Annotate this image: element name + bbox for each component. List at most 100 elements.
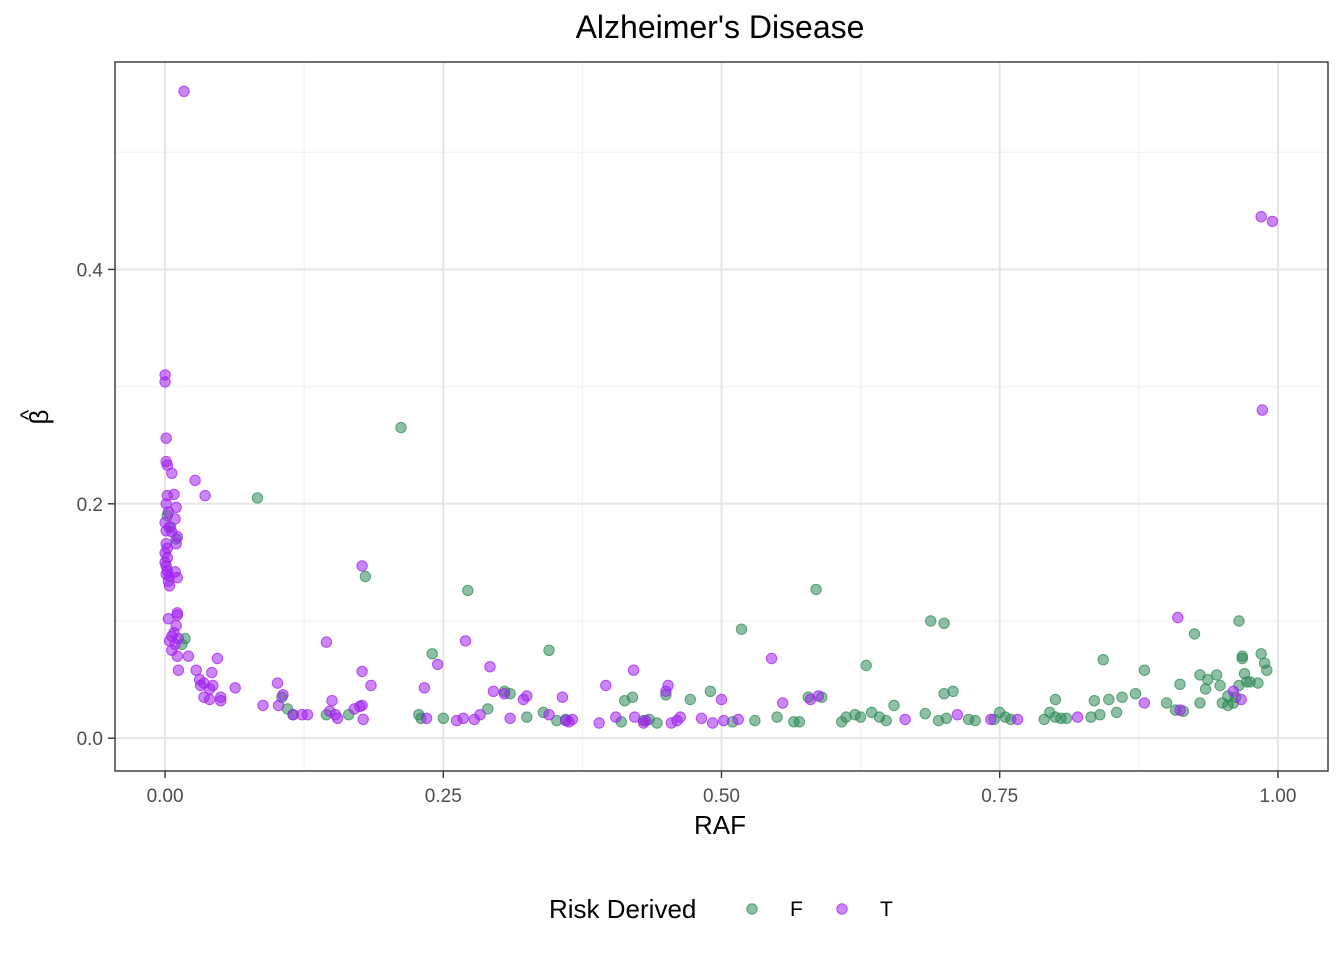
data-point (566, 713, 579, 726)
data-point (1202, 673, 1214, 686)
data-point (168, 488, 180, 501)
data-point (627, 664, 640, 676)
data-point (331, 712, 344, 724)
data-point (301, 709, 314, 721)
data-point (706, 717, 719, 729)
data-point (593, 717, 605, 729)
data-points (159, 85, 1279, 729)
data-point (1138, 697, 1151, 709)
data-point (749, 714, 761, 727)
data-point (947, 685, 959, 697)
data-point (543, 644, 555, 656)
data-point (482, 703, 494, 715)
data-point (432, 658, 444, 671)
y-axis-title-symbol: β (24, 410, 54, 425)
data-point (765, 652, 778, 665)
data-point (1255, 211, 1267, 223)
data-point (356, 665, 368, 678)
data-point (462, 584, 474, 597)
x-axis: 0.00 0.25 0.50 0.75 1.00 (147, 771, 1296, 807)
x-tick-label: 0.25 (425, 786, 462, 807)
data-point (1252, 677, 1264, 689)
legend-label-F: F (790, 898, 803, 921)
data-point (1211, 669, 1223, 681)
data-point (899, 713, 911, 726)
data-point (735, 623, 748, 635)
chart-title: Alzheimer's Disease (576, 9, 865, 45)
data-point (793, 716, 806, 728)
series-T (159, 85, 1279, 729)
data-point (211, 652, 224, 665)
data-point (651, 717, 663, 729)
data-point (395, 421, 407, 434)
x-tick-label: 0.50 (703, 786, 740, 807)
data-point (426, 648, 438, 660)
data-point (160, 432, 172, 444)
data-point (1236, 652, 1249, 665)
data-point (437, 712, 449, 724)
data-point (163, 580, 176, 592)
data-point (498, 688, 511, 700)
data-point (359, 570, 372, 583)
data-point (1199, 683, 1212, 695)
legend-key-T (836, 903, 848, 915)
data-point (951, 709, 964, 721)
data-point (215, 695, 227, 707)
x-tick-label: 1.00 (1259, 786, 1296, 807)
data-point (504, 712, 516, 724)
data-point (684, 693, 696, 706)
data-point (854, 711, 867, 723)
data-point (1266, 215, 1279, 228)
data-point (1110, 706, 1123, 719)
data-point (610, 711, 622, 723)
y-axis-title: β ^ (16, 409, 54, 424)
data-point (1094, 709, 1106, 721)
y-axis-title-hat: ^ (16, 409, 41, 420)
data-point (356, 699, 368, 712)
x-tick-label: 0.75 (981, 786, 1018, 807)
data-point (1060, 712, 1073, 724)
data-point (170, 538, 182, 550)
data-point (251, 492, 264, 504)
data-point (420, 712, 433, 724)
data-point (356, 560, 368, 572)
data-point (474, 709, 486, 721)
data-point (695, 712, 708, 724)
data-point (1049, 693, 1062, 706)
data-point (521, 711, 533, 723)
data-point (182, 650, 195, 662)
data-point (1071, 711, 1084, 723)
data-point (1138, 664, 1151, 676)
data-point (812, 690, 824, 702)
data-point (418, 682, 431, 694)
data-point (271, 677, 284, 689)
data-point (484, 661, 496, 673)
data-point (169, 513, 181, 525)
data-point (206, 666, 218, 679)
data-point (1116, 691, 1128, 703)
data-point (718, 714, 730, 727)
data-point (257, 699, 269, 712)
data-point (662, 679, 674, 692)
data-point (556, 691, 569, 703)
data-point (925, 615, 937, 627)
data-point (203, 693, 216, 706)
data-point (1256, 404, 1269, 416)
data-point (1097, 654, 1109, 666)
data-point (487, 685, 500, 697)
data-point (457, 712, 469, 724)
data-point (985, 713, 997, 726)
legend-key-F (746, 903, 758, 915)
data-point (1129, 688, 1142, 700)
grid-lines (115, 62, 1328, 771)
data-point (1235, 693, 1247, 706)
data-point (229, 682, 241, 694)
data-point (629, 711, 641, 723)
x-tick-label: 0.00 (147, 786, 184, 807)
data-point (1255, 648, 1267, 660)
data-point (272, 699, 285, 712)
data-point (172, 664, 185, 676)
